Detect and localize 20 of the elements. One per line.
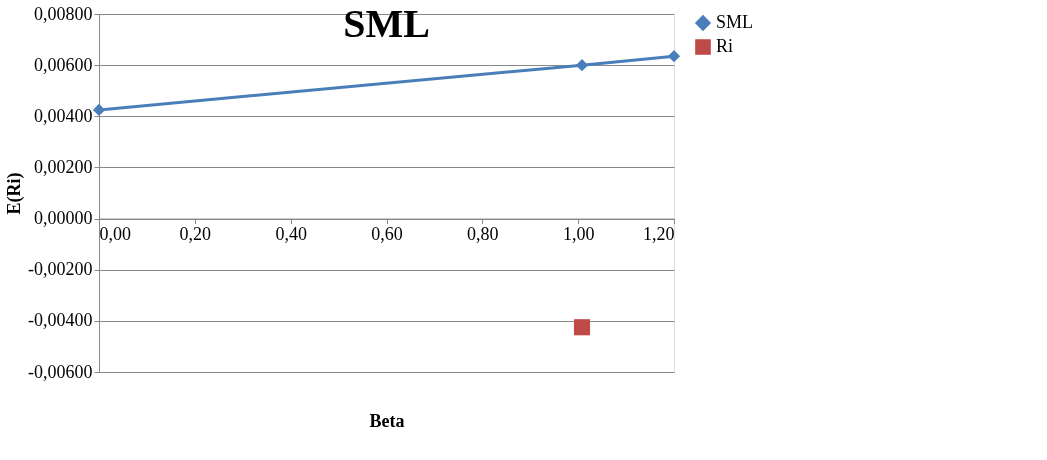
y-tick-label: 0,00000 xyxy=(34,208,93,229)
x-tick-label: 1,00 xyxy=(562,224,595,245)
legend-label: SML xyxy=(716,12,754,32)
y-tick-label: 0,00200 xyxy=(34,156,93,177)
y-tick-label: 0,00800 xyxy=(34,3,93,24)
x-tick-label: 1,20 xyxy=(643,224,675,245)
x-tick-label: 0,80 xyxy=(467,224,499,245)
y-tick-label: -0,00200 xyxy=(28,259,93,280)
x-tick-label: 0,00 xyxy=(99,224,131,245)
y-tick-label: -0,00400 xyxy=(28,310,93,331)
x-tick-label: 0,60 xyxy=(371,224,403,245)
x-axis-title: Beta xyxy=(369,410,405,431)
y-axis-title: E(Ri) xyxy=(4,172,26,215)
y-tick-label: 0,00600 xyxy=(34,54,93,75)
x-tick-label: 0,20 xyxy=(179,224,212,245)
y-tick-label: -0,00600 xyxy=(28,361,93,382)
x-tick-label: 0,40 xyxy=(275,224,307,245)
chart-title: SML xyxy=(343,1,430,46)
legend-label: Ri xyxy=(716,36,734,56)
y-tick-label: 0,00400 xyxy=(34,105,93,126)
